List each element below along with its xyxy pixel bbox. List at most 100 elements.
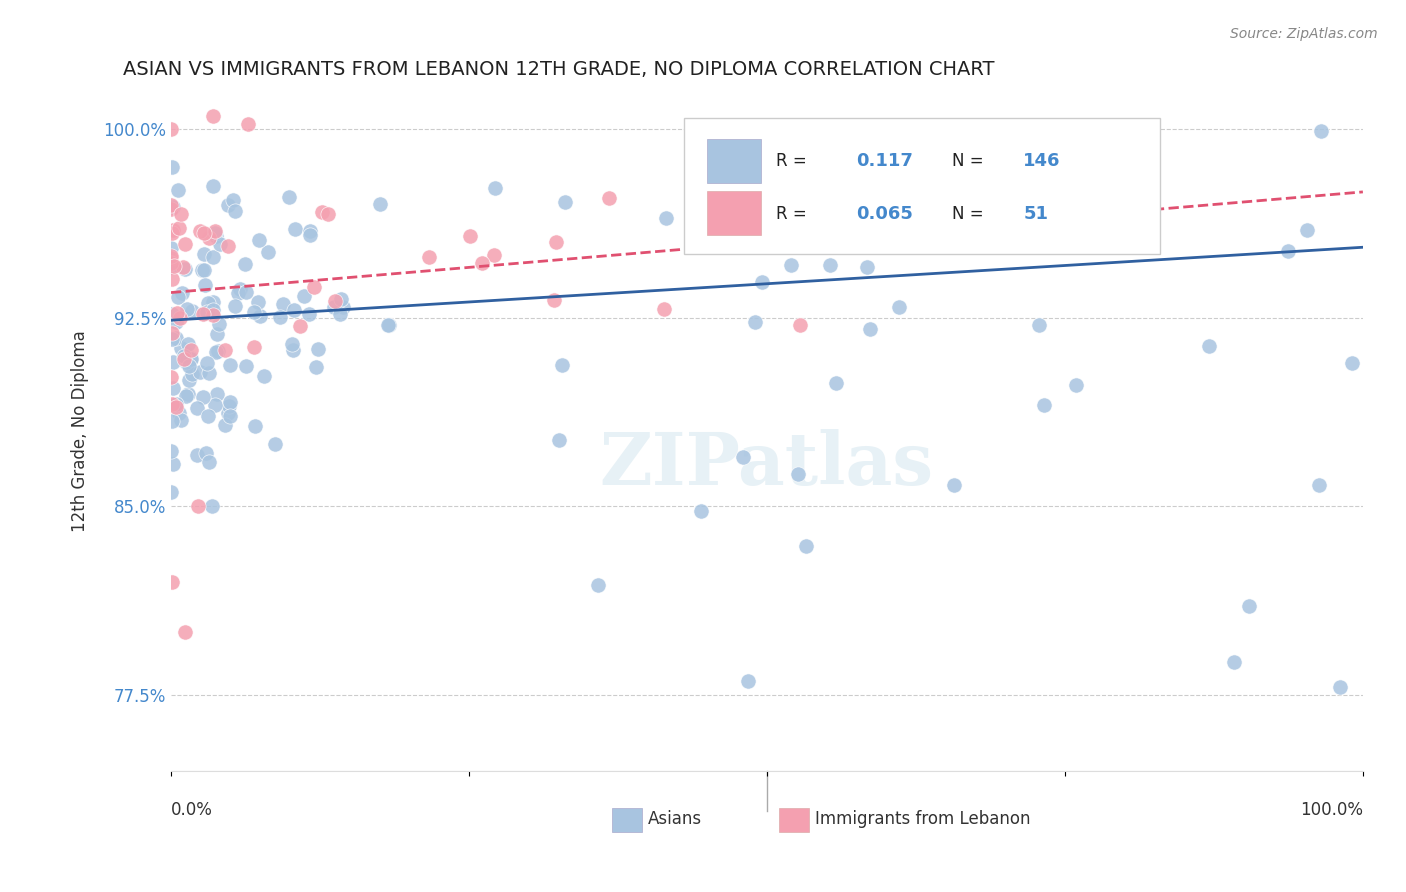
Point <box>160 272 183 286</box>
Point <box>176 301 198 316</box>
Point <box>458 229 481 244</box>
Point <box>299 228 322 243</box>
Point <box>794 539 817 553</box>
Point <box>201 499 224 513</box>
Point <box>304 280 326 294</box>
Text: N =: N = <box>952 204 983 222</box>
Point <box>198 230 221 244</box>
Point <box>204 399 226 413</box>
Bar <box>707 191 761 235</box>
Point <box>191 263 214 277</box>
Point <box>856 260 879 274</box>
Point <box>160 121 183 136</box>
Point <box>160 197 183 211</box>
Point <box>280 337 302 351</box>
Point <box>174 389 197 403</box>
Point <box>179 373 201 387</box>
Point <box>789 318 811 332</box>
Point <box>180 367 202 381</box>
Point <box>249 309 271 323</box>
Point <box>243 305 266 319</box>
Text: ASIAN VS IMMIGRANTS FROM LEBANON 12TH GRADE, NO DIPLOMA CORRELATION CHART: ASIAN VS IMMIGRANTS FROM LEBANON 12TH GR… <box>124 60 995 78</box>
Point <box>543 293 565 308</box>
Point <box>201 179 224 194</box>
Point <box>246 294 269 309</box>
Point <box>204 227 226 241</box>
Point <box>160 202 183 216</box>
Point <box>162 381 184 395</box>
Point <box>1198 339 1220 353</box>
Point <box>201 250 224 264</box>
Text: N =: N = <box>952 152 983 169</box>
Point <box>162 223 184 237</box>
Point <box>167 183 190 197</box>
Point <box>174 262 197 277</box>
Point <box>167 220 190 235</box>
Point <box>193 307 215 321</box>
Point <box>174 346 197 360</box>
Point <box>202 303 225 318</box>
Point <box>202 308 225 322</box>
Point <box>765 227 787 241</box>
Point <box>1296 223 1319 237</box>
Point <box>921 226 943 240</box>
Point <box>169 310 191 325</box>
Point <box>190 224 212 238</box>
Point <box>889 301 911 315</box>
Point <box>218 399 240 413</box>
Point <box>307 343 329 357</box>
Point <box>163 260 186 274</box>
Point <box>193 306 215 320</box>
Point <box>554 195 576 210</box>
Point <box>482 248 505 262</box>
Point <box>294 289 316 303</box>
Point <box>170 207 193 221</box>
Point <box>283 302 305 317</box>
Point <box>208 237 231 252</box>
Point <box>160 370 183 384</box>
Point <box>186 448 208 462</box>
Point <box>173 625 195 640</box>
Text: Asians: Asians <box>648 811 702 829</box>
Point <box>195 356 218 370</box>
Point <box>207 343 229 358</box>
Point <box>304 360 326 375</box>
Point <box>737 673 759 688</box>
Point <box>204 228 226 243</box>
Point <box>193 390 215 404</box>
Point <box>243 340 266 354</box>
Point <box>193 247 215 261</box>
Text: 51: 51 <box>1024 204 1049 222</box>
Point <box>269 310 291 325</box>
Point <box>160 307 183 321</box>
Point <box>188 365 211 379</box>
Point <box>162 458 184 472</box>
Text: 0.065: 0.065 <box>856 204 914 222</box>
Point <box>271 297 294 311</box>
Point <box>243 419 266 434</box>
Bar <box>779 808 808 831</box>
Point <box>162 355 184 369</box>
Point <box>180 351 202 366</box>
Text: 146: 146 <box>1024 152 1060 169</box>
Point <box>418 250 440 264</box>
Point <box>217 239 239 253</box>
Point <box>820 258 842 272</box>
Point <box>193 226 215 240</box>
Point <box>733 450 755 465</box>
Point <box>235 257 257 271</box>
Point <box>281 343 304 357</box>
Point <box>235 285 257 299</box>
Point <box>165 400 187 414</box>
Point <box>160 443 183 458</box>
Point <box>186 401 208 415</box>
Point <box>484 181 506 195</box>
Point <box>180 351 202 365</box>
Point <box>277 190 299 204</box>
Text: 0.0%: 0.0% <box>172 801 212 819</box>
Point <box>160 249 183 263</box>
FancyBboxPatch shape <box>683 119 1160 254</box>
Point <box>160 326 183 341</box>
Y-axis label: 12th Grade, No Diploma: 12th Grade, No Diploma <box>72 330 89 532</box>
Point <box>173 349 195 363</box>
